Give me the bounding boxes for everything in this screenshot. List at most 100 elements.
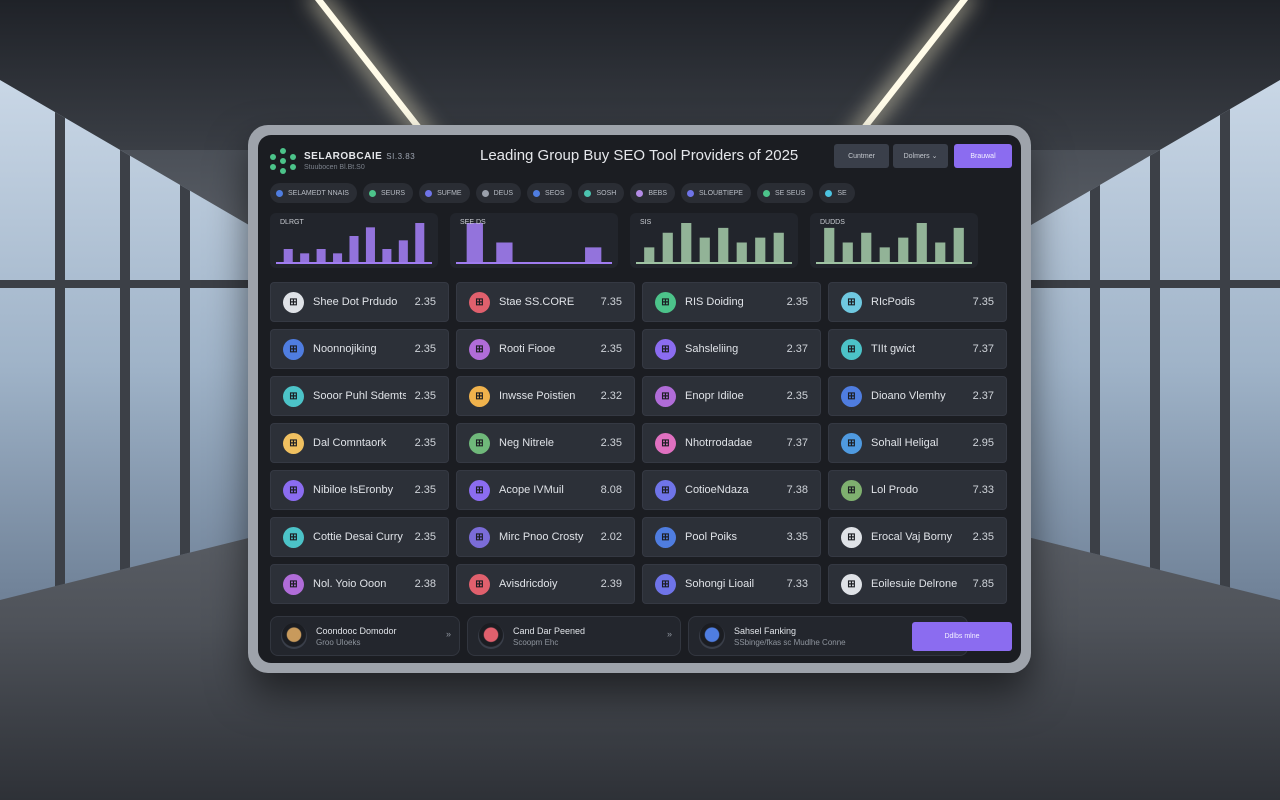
- provider-name: Sohongi Lioail: [685, 578, 755, 590]
- provider-name: Enopr Idiloe: [685, 390, 744, 402]
- chart-bar: [879, 247, 890, 262]
- cta-button[interactable]: Ddlbs mlne: [912, 622, 1012, 651]
- filter-chip[interactable]: SLOUBTIEPE: [681, 183, 751, 203]
- provider-card[interactable]: ⊞ Sohongi Lioail 7.33: [642, 564, 821, 604]
- provider-name: Nhotrrodadae: [685, 437, 753, 449]
- filter-chip[interactable]: SEURS: [362, 183, 414, 203]
- provider-card[interactable]: ⊞ Pool Poiks 3.35: [642, 517, 821, 557]
- provider-score: 2.35: [786, 296, 808, 308]
- provider-name: Lol Prodo: [871, 484, 919, 496]
- provider-card[interactable]: ⊞ Lol Prodo 7.33: [828, 470, 1007, 510]
- filter-chip[interactable]: DEUS: [475, 183, 522, 203]
- provider-card[interactable]: ⊞ Stae SS.CORE 7.35: [456, 282, 635, 322]
- provider-grid-icon: ⊞: [283, 338, 304, 360]
- provider-grid-icon: ⊞: [655, 432, 676, 454]
- chart-bar: [349, 236, 359, 262]
- provider-name: Neg Nitrele: [499, 437, 555, 449]
- provider-card[interactable]: ⊞ Erocal Vaj Borny 2.35: [828, 517, 1007, 557]
- provider-card[interactable]: ⊞ Noonnojiking 2.35: [270, 329, 449, 369]
- filter-chip[interactable]: SELAMEDT NNAIS: [270, 183, 357, 203]
- filter-chip[interactable]: BEBS: [630, 183, 676, 203]
- provider-name: Sohall Heligal: [871, 437, 939, 449]
- provider-score: 7.35: [600, 296, 622, 308]
- chart-bar: [861, 232, 872, 262]
- provider-card[interactable]: ⊞ Sooor Puhl Sdemts 2.35: [270, 376, 449, 416]
- provider-card[interactable]: ⊞ Sahsleliing 2.37: [642, 329, 821, 369]
- provider-grid-icon: ⊞: [469, 526, 490, 548]
- chart-bar: [300, 253, 310, 262]
- dashboard-screen: SELAROBCAIE SI.3.83 Stuubocen Bl.Bt.S0 Le…: [258, 135, 1021, 663]
- provider-score: 2.35: [414, 531, 436, 543]
- chart-bar: [415, 223, 425, 262]
- provider-score: 2.37: [786, 343, 808, 355]
- filter-chip-label: SOSH: [596, 189, 617, 197]
- provider-card[interactable]: ⊞ Inwsse Poistien 2.32: [456, 376, 635, 416]
- provider-grid-icon: ⊞: [841, 338, 862, 360]
- filter-dot-icon: [636, 189, 644, 197]
- provider-name: Nibiloe IsEronby: [313, 484, 394, 496]
- chart-bar: [466, 223, 483, 262]
- footer-avatar: [478, 623, 504, 649]
- chart-bar: [662, 232, 673, 262]
- filter-chip[interactable]: SOSH: [578, 183, 625, 203]
- provider-card[interactable]: ⊞ CotioeNdaza 7.38: [642, 470, 821, 510]
- chart-bar: [898, 237, 909, 262]
- provider-score: 2.35: [414, 484, 436, 496]
- footer-card-subtitle: Scoopm Ehc: [513, 637, 559, 647]
- chart-bar: [736, 242, 747, 262]
- provider-name: Dal Comntaork: [313, 437, 387, 449]
- filter-chip-label: SEOS: [545, 189, 565, 197]
- provider-score: 2.37: [972, 390, 994, 402]
- chart-bar: [953, 227, 964, 262]
- provider-card[interactable]: ⊞ Shee Dot Prdudo 2.35: [270, 282, 449, 322]
- provider-card[interactable]: ⊞ Nibiloe IsEronby 2.35: [270, 470, 449, 510]
- provider-grid-icon: ⊞: [841, 385, 862, 407]
- footer-text: Coondooc Domodor Groo Uloeks: [316, 626, 397, 647]
- provider-card[interactable]: ⊞ Acope IVMuil 8.08: [456, 470, 635, 510]
- filter-chip[interactable]: SE SEUS: [756, 183, 814, 203]
- filter-chips: SELAMEDT NNAIS SEURS SUFME DEUS SEOS SOSH BEBS…: [270, 183, 855, 203]
- provider-card[interactable]: ⊞ TIIt gwict 7.37: [828, 329, 1007, 369]
- filter-dot-icon: [425, 189, 433, 197]
- filter-chip-label: SLOUBTIEPE: [699, 189, 743, 197]
- provider-card[interactable]: ⊞ Dioano Vlemhy 2.37: [828, 376, 1007, 416]
- filter-chip-label: SE: [837, 189, 847, 197]
- filter-dot-icon: [825, 189, 833, 197]
- provider-score: 8.08: [600, 484, 622, 496]
- provider-card[interactable]: ⊞ Nhotrrodadae 7.37: [642, 423, 821, 463]
- provider-card[interactable]: ⊞ Sohall Heligal 2.95: [828, 423, 1007, 463]
- chart-bar: [316, 249, 326, 262]
- provider-score: 7.37: [786, 437, 808, 449]
- brauwal-button[interactable]: Brauwal: [954, 144, 1012, 168]
- chart-bar: [935, 242, 946, 262]
- filter-chip[interactable]: SUFME: [419, 183, 470, 203]
- provider-name: Avisdricdoiy: [499, 578, 558, 590]
- provider-card[interactable]: ⊞ Avisdricdoiy 2.39: [456, 564, 635, 604]
- provider-name: Pool Poiks: [685, 531, 737, 543]
- provider-card[interactable]: ⊞ Nol. Yoio Ooon 2.38: [270, 564, 449, 604]
- filter-chip[interactable]: SEOS: [527, 183, 573, 203]
- chart-title: SIS: [640, 219, 652, 226]
- bar-chart: [636, 223, 792, 264]
- footer-card[interactable]: Coondooc Domodor Groo Uloeks »: [270, 616, 460, 656]
- customer-button[interactable]: Cuntmer: [834, 144, 889, 168]
- footer-card-subtitle: SSbinge/fkas sc Mudlhe Conne: [734, 637, 846, 647]
- provider-card[interactable]: ⊞ RIcPodis 7.35: [828, 282, 1007, 322]
- dolmers-dropdown[interactable]: Dolmers ⌄: [893, 144, 948, 168]
- provider-card[interactable]: ⊞ Eoilesuie Delrone 7.85: [828, 564, 1007, 604]
- provider-card[interactable]: ⊞ Cottie Desai Curry 2.35: [270, 517, 449, 557]
- chart-bar: [496, 242, 513, 262]
- provider-card[interactable]: ⊞ RIS Doiding 2.35: [642, 282, 821, 322]
- provider-card[interactable]: ⊞ Enopr Idiloe 2.35: [642, 376, 821, 416]
- filter-chip[interactable]: SE: [819, 183, 855, 203]
- provider-grid-icon: ⊞: [283, 291, 304, 313]
- provider-card[interactable]: ⊞ Neg Nitrele 2.35: [456, 423, 635, 463]
- provider-score: 2.35: [414, 343, 436, 355]
- provider-card[interactable]: ⊞ Mirc Pnoo Crosty 2.02: [456, 517, 635, 557]
- provider-card[interactable]: ⊞ Dal Comntaork 2.35: [270, 423, 449, 463]
- chart-bar: [283, 249, 293, 262]
- chart-card: DUDDS: [810, 213, 978, 268]
- provider-card[interactable]: ⊞ Rooti Fiooe 2.35: [456, 329, 635, 369]
- footer-card[interactable]: Cand Dar Peened Scoopm Ehc »: [467, 616, 681, 656]
- provider-name: RIS Doiding: [685, 296, 744, 308]
